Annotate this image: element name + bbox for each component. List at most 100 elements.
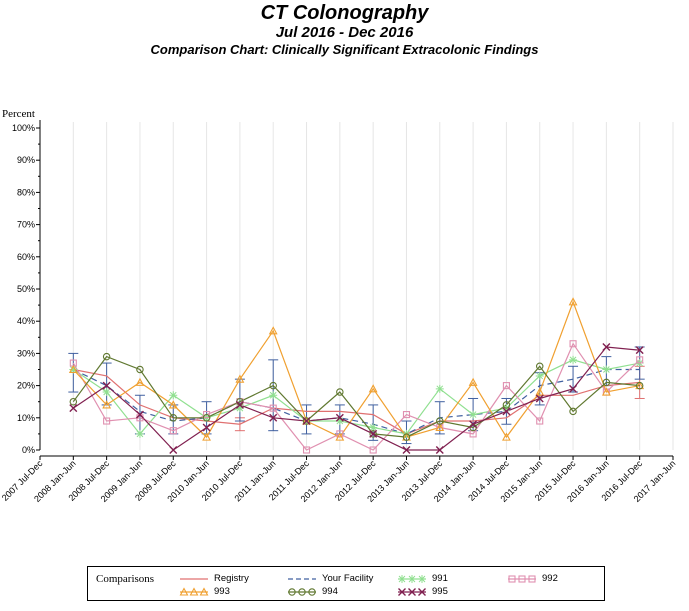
y-tick-label: 90% (17, 155, 35, 165)
point-994 (336, 388, 344, 396)
legend-label: 992 (542, 573, 558, 584)
point-994 (369, 430, 377, 438)
point-995 (169, 446, 178, 454)
point-992 (269, 404, 277, 412)
point-992 (169, 427, 177, 435)
point-995 (202, 423, 211, 432)
point-992 (203, 411, 211, 419)
y-tick-label: 30% (17, 348, 35, 358)
point-992 (369, 446, 377, 454)
point-995 (635, 346, 644, 355)
legend-swatch (398, 588, 426, 596)
legend-swatch-marker (179, 587, 189, 596)
point-991 (102, 388, 111, 397)
point-993 (468, 377, 478, 386)
point-993 (135, 377, 145, 386)
point-995 (335, 413, 344, 422)
point-993 (502, 432, 511, 441)
legend-swatch-marker (298, 588, 306, 596)
y-tick-label: 50% (17, 284, 35, 294)
point-993 (68, 364, 78, 374)
point-994 (569, 407, 577, 416)
point-995 (602, 342, 611, 351)
point-992 (569, 340, 577, 348)
series-lines (72, 300, 641, 451)
line-chart: 0%10%20%30%40%50%60%70%80%90%100%2007 Ju… (0, 120, 677, 504)
point-991 (569, 355, 578, 364)
legend-swatch-marker (418, 588, 426, 596)
point-995 (235, 400, 244, 409)
series-markers (68, 297, 645, 454)
point-995 (69, 404, 78, 413)
point-991 (335, 417, 344, 426)
legend-swatch (508, 575, 536, 583)
chart-subtitle: Jul 2016 - Dec 2016 (275, 24, 414, 41)
point-994 (602, 378, 611, 387)
point-991 (535, 371, 544, 380)
point-995 (535, 394, 544, 403)
chart-subtitle-2: Comparison Chart: Clinically Significant… (150, 42, 539, 57)
legend-swatch-marker (199, 587, 209, 596)
point-994 (202, 414, 211, 422)
series-line-993 (72, 300, 640, 439)
series-line-995 (72, 346, 640, 451)
legend-swatch-marker (408, 575, 416, 583)
point-995 (502, 407, 511, 416)
legend-label: 995 (432, 586, 448, 597)
point-993 (435, 422, 445, 432)
legend-swatch (288, 588, 316, 596)
legend-title: Comparisons (96, 573, 155, 585)
legend-swatch (179, 587, 209, 596)
legend-swatch-marker (308, 588, 316, 596)
point-992 (336, 430, 344, 438)
point-994 (502, 401, 511, 409)
point-994 (535, 362, 544, 371)
point-993 (168, 400, 178, 409)
point-991 (69, 365, 78, 374)
point-991 (235, 404, 244, 413)
point-993 (235, 374, 245, 383)
point-994 (69, 397, 78, 406)
point-992 (636, 356, 644, 364)
legend-label: 993 (214, 586, 230, 597)
y-axis-label: Percent (2, 108, 35, 120)
series-line-994 (72, 355, 640, 438)
legend-swatch-marker (189, 587, 199, 596)
legend-label: Registry (214, 573, 249, 584)
legend-label: Your Facility (322, 573, 374, 584)
y-tick-label: 40% (17, 316, 35, 326)
point-992 (402, 411, 411, 419)
point-993 (535, 387, 545, 396)
point-993 (601, 387, 611, 396)
legend-swatch-marker (398, 575, 406, 583)
y-tick-label: 0% (22, 445, 35, 455)
point-995 (569, 384, 578, 393)
y-tick-label: 70% (17, 220, 35, 230)
point-995 (302, 417, 311, 426)
legend-swatch (288, 578, 316, 580)
legend-swatch (398, 575, 426, 583)
axes (36, 120, 674, 460)
point-994 (102, 352, 111, 361)
point-993 (268, 326, 278, 335)
legend-swatch-marker (408, 588, 416, 596)
legend-swatch-marker (528, 575, 536, 583)
chart-legend: Comparisons Registry Your Facility 991 992 9… (87, 566, 605, 601)
point-994 (402, 433, 411, 441)
y-tick-label: 10% (17, 413, 35, 423)
point-995 (435, 446, 444, 454)
y-tick-label: 20% (17, 381, 35, 391)
series-line-your-facility (73, 368, 640, 435)
point-992 (502, 382, 510, 390)
legend-swatch-marker (518, 575, 526, 583)
legend-swatch-marker (508, 575, 516, 583)
point-995 (269, 413, 278, 422)
chart-title: CT Colonography (260, 2, 429, 24)
point-991 (369, 423, 378, 432)
point-995 (102, 381, 111, 390)
point-993 (102, 400, 112, 409)
legend-swatch-marker (398, 588, 406, 596)
point-991 (435, 384, 444, 393)
legend-swatch-marker (288, 588, 296, 596)
y-tick-label: 60% (17, 252, 35, 262)
